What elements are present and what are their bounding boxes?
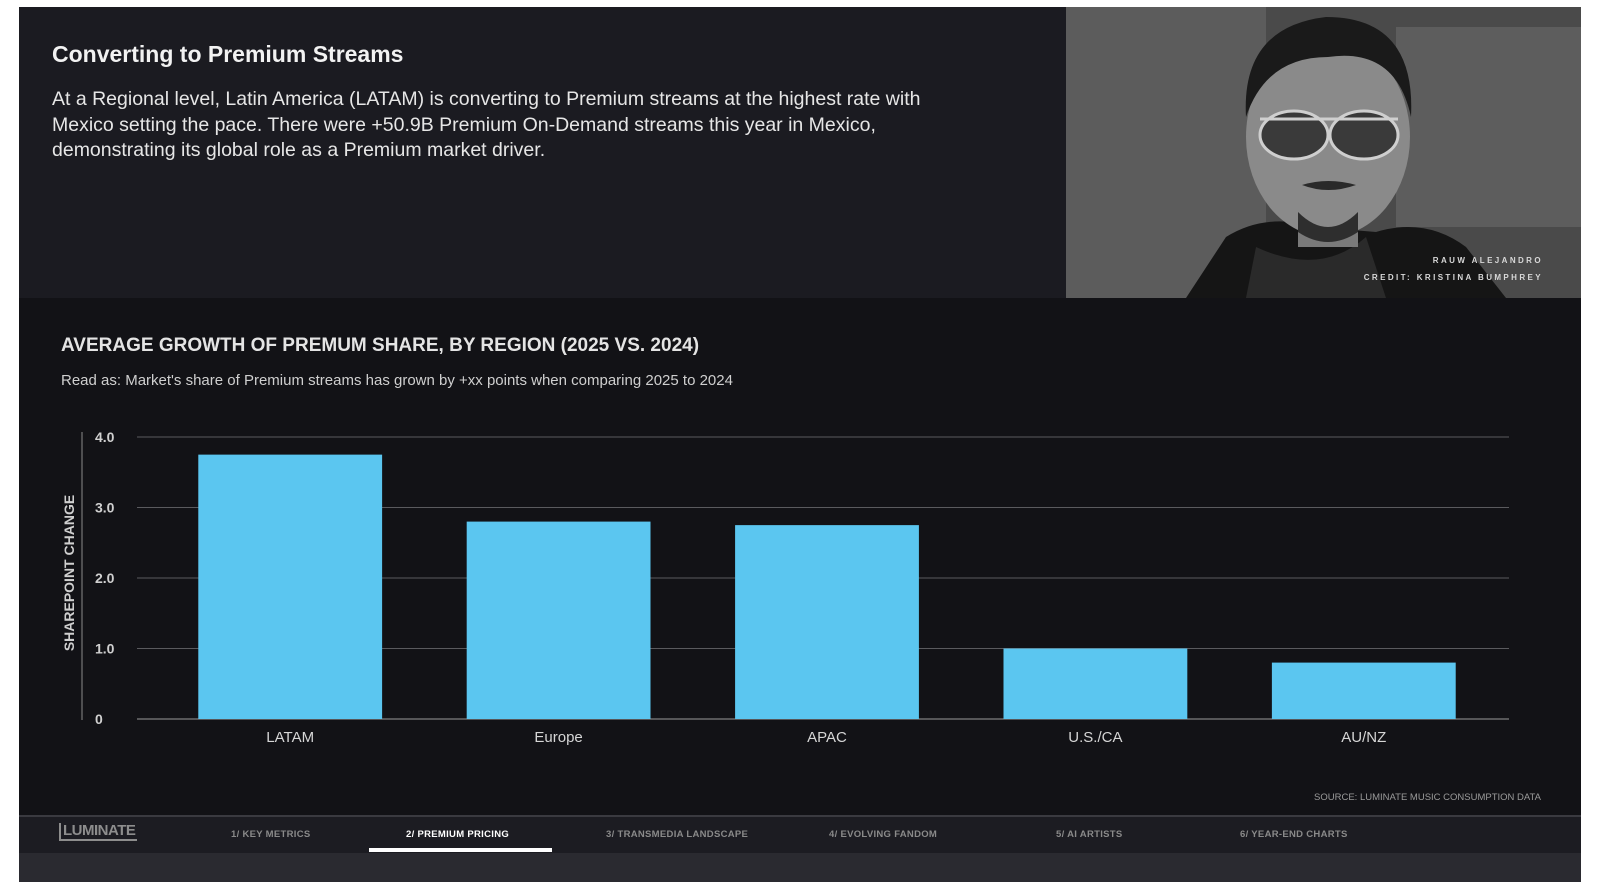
nav-tab-1[interactable]: 1/ KEY METRICS	[231, 829, 311, 840]
x-tick-label: Europe	[534, 729, 582, 746]
y-tick-label: 2.0	[95, 570, 115, 586]
section-navigation: LUMINATE 1/ KEY METRICS 2/ PREMIUM PRICIN…	[19, 815, 1581, 853]
y-tick-label: 4.0	[95, 429, 115, 445]
artist-portrait-illustration	[1066, 7, 1581, 298]
active-tab-underline	[369, 848, 552, 852]
y-tick-label: 1.0	[95, 641, 115, 657]
nav-tab-4[interactable]: 4/ EVOLVING FANDOM	[829, 829, 938, 840]
bottom-bar	[19, 853, 1581, 882]
bar-chart: 0 1.0 2.0 3.0 4.0 SHAREPOINT CHANGE LATAM Europ…	[61, 429, 1509, 746]
y-axis-label: SHAREPOINT CHANGE	[61, 495, 77, 651]
bar	[466, 521, 651, 719]
report-page: Converting to Premium Streams At a Regio…	[19, 7, 1581, 882]
bar	[198, 454, 383, 719]
y-tick-label: 0	[95, 711, 103, 727]
page-title: Converting to Premium Streams	[52, 41, 404, 67]
x-tick-label: AU/NZ	[1341, 729, 1386, 746]
artist-photo: RAUW ALEJANDRO CREDIT: KRISTINA BUMPHREY	[1066, 7, 1581, 298]
x-tick-label: APAC	[807, 729, 847, 746]
luminate-logo[interactable]: LUMINATE	[59, 823, 138, 841]
photo-caption-credit: CREDIT: KRISTINA BUMPHREY	[1363, 273, 1543, 282]
bar	[1003, 648, 1188, 719]
chart-title: AVERAGE GROWTH OF PREMUM SHARE, BY REGIO…	[61, 335, 700, 356]
bar	[1271, 662, 1456, 719]
source-note: SOURCE: LUMINATE MUSIC CONSUMPTION DATA	[1314, 792, 1541, 803]
nav-tab-6[interactable]: 6/ YEAR-END CHARTS	[1240, 829, 1348, 840]
bar	[735, 525, 919, 719]
x-tick-label: LATAM	[266, 729, 314, 746]
nav-tab-3[interactable]: 3/ TRANSMEDIA LANDSCAPE	[606, 829, 749, 840]
nav-tab-5[interactable]: 5/ AI ARTISTS	[1056, 829, 1123, 840]
y-tick-label: 3.0	[95, 500, 115, 516]
intro-paragraph: At a Regional level, Latin America (LATA…	[52, 88, 921, 161]
nav-tab-2[interactable]: 2/ PREMIUM PRICING	[406, 829, 510, 840]
x-tick-label: U.S./CA	[1068, 729, 1122, 746]
chart-subtitle: Read as: Market's share of Premium strea…	[61, 372, 733, 389]
photo-caption-name: RAUW ALEJANDRO	[1432, 256, 1543, 265]
intro-panel: Converting to Premium Streams At a Regio…	[19, 7, 1066, 298]
